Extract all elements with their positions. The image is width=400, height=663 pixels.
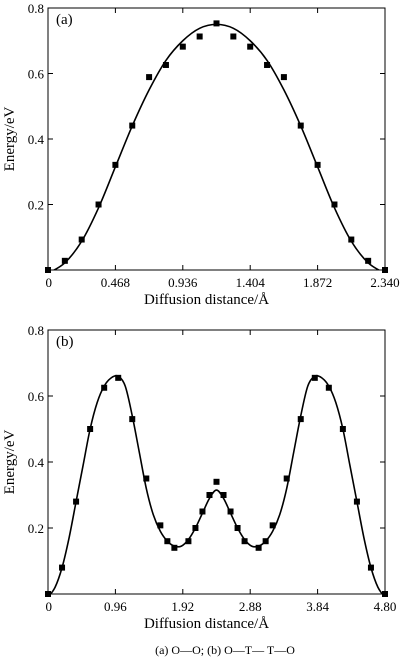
- x-tick-label: 2.88: [239, 599, 262, 614]
- y-tick-label: 0.2: [28, 521, 44, 536]
- y-tick-label: 0.8: [28, 323, 44, 338]
- data-point: [61, 257, 68, 264]
- y-axis-title: Energy/eV: [2, 429, 18, 494]
- data-point: [45, 267, 51, 273]
- data-point: [367, 564, 374, 571]
- plot-frame: [47, 7, 386, 271]
- data-point: [314, 161, 321, 168]
- panel-label: (b): [56, 334, 74, 350]
- data-point: [78, 236, 85, 243]
- chart-panel-b: 0 0.96 1.92 2.88 3.84 4.80 0.2 0.4 0.6 0.8 Diffusi…: [2, 323, 396, 632]
- x-tick-label: 3.84: [306, 599, 329, 614]
- data-point: [247, 43, 254, 50]
- data-point: [115, 374, 122, 381]
- data-point: [234, 525, 241, 531]
- data-point: [196, 33, 203, 40]
- chart-panel-a: 0 0.468 0.936 1.404 1.872 2.340 0.2 0.4 0.6 0.8 Di…: [2, 1, 400, 308]
- fit-curve: [52, 23, 381, 270]
- data-point: [264, 61, 271, 68]
- x-tick-label: 1.92: [171, 599, 194, 614]
- x-axis-title: Diffusion distance/Å: [144, 292, 269, 308]
- data-point: [339, 426, 346, 432]
- data-point: [87, 426, 94, 432]
- data-point: [129, 122, 136, 129]
- data-point: [162, 61, 169, 68]
- fit-curve: [49, 374, 384, 594]
- data-point: [255, 544, 262, 551]
- data-point: [179, 43, 186, 50]
- data-point: [129, 416, 136, 423]
- data-point: [348, 236, 355, 243]
- data-point: [213, 478, 220, 485]
- data-point: [171, 544, 178, 551]
- data-point: [382, 267, 388, 273]
- data-point: [297, 122, 304, 129]
- x-tick-label: 1.404: [236, 275, 266, 290]
- x-tick-label: 0.468: [101, 275, 130, 290]
- data-point: [230, 33, 237, 40]
- data-point: [213, 20, 220, 27]
- data-point: [220, 492, 227, 498]
- y-tick-label: 0.4: [28, 132, 45, 147]
- data-point: [112, 161, 119, 168]
- data-point: [227, 508, 234, 515]
- y-tick-label: 0.6: [28, 389, 45, 404]
- x-tick-label: 4.80: [374, 599, 397, 614]
- data-point: [325, 384, 332, 391]
- figure-caption: (a) O—O; (b) O—T— T—O: [155, 643, 295, 657]
- data-point: [206, 492, 213, 498]
- data-point: [280, 74, 287, 81]
- data-point: [146, 74, 153, 81]
- x-tick-label: 0: [46, 275, 53, 290]
- data-point: [297, 416, 304, 423]
- data-point: [45, 591, 51, 597]
- data-point: [185, 538, 192, 545]
- data-point: [331, 201, 338, 208]
- x-tick-label: 0.936: [168, 275, 198, 290]
- x-axis-title: Diffusion distance/Å: [144, 616, 269, 632]
- data-point: [59, 564, 66, 571]
- plot-frame: [47, 329, 386, 595]
- x-tick-label: 2.340: [370, 275, 399, 290]
- data-point: [101, 384, 108, 391]
- data-point: [73, 498, 80, 505]
- panel-label: (a): [56, 12, 73, 28]
- y-tick-label: 0.6: [28, 67, 45, 82]
- data-point: [311, 374, 318, 381]
- x-tick-label: 0.96: [104, 599, 127, 614]
- data-point: [365, 257, 372, 264]
- data-point: [164, 538, 171, 545]
- x-tick-label: 0: [46, 599, 53, 614]
- data-point: [143, 475, 150, 482]
- y-tick-label: 0.8: [28, 1, 44, 16]
- data-point: [241, 538, 248, 545]
- y-axis-title: Energy/eV: [2, 106, 18, 171]
- data-point: [95, 201, 102, 208]
- data-point: [262, 538, 269, 545]
- data-point: [353, 498, 360, 505]
- data-point: [283, 475, 290, 482]
- data-point: [382, 591, 388, 597]
- data-point: [269, 522, 276, 529]
- y-tick-label: 0.4: [28, 455, 45, 470]
- y-tick-label: 0.2: [28, 198, 44, 213]
- data-point: [199, 508, 206, 515]
- x-tick-label: 1.872: [303, 275, 332, 290]
- data-point: [157, 522, 164, 529]
- data-point: [192, 525, 199, 531]
